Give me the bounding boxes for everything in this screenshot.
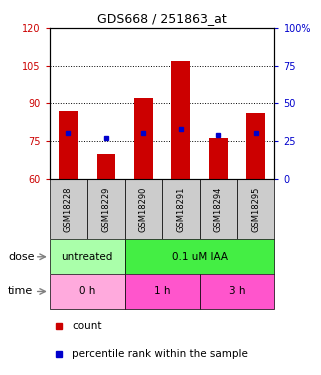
Text: GSM18295: GSM18295 (251, 186, 260, 232)
Text: GSM18229: GSM18229 (101, 186, 110, 232)
Text: dose: dose (8, 252, 35, 262)
Text: GSM18290: GSM18290 (139, 186, 148, 232)
Bar (50, 239, 125, 274)
Text: GSM18294: GSM18294 (214, 186, 223, 232)
Bar (50, 179, 87, 239)
Bar (237, 179, 274, 239)
Text: 3 h: 3 h (229, 286, 245, 297)
Bar (59, 111, 78, 179)
Bar (87, 179, 125, 239)
Bar (247, 113, 265, 179)
Bar (162, 179, 200, 239)
Text: 0 h: 0 h (79, 286, 95, 297)
Bar (209, 138, 228, 179)
Bar (125, 274, 200, 309)
Bar (134, 98, 153, 179)
Bar (97, 154, 115, 179)
Text: GSM18228: GSM18228 (64, 186, 73, 232)
Text: count: count (72, 321, 102, 331)
Bar (50, 274, 125, 309)
Bar (171, 60, 190, 179)
Bar (200, 274, 274, 309)
Bar (125, 179, 162, 239)
Text: 1 h: 1 h (154, 286, 170, 297)
Bar (200, 179, 237, 239)
Text: time: time (8, 286, 33, 297)
Text: untreated: untreated (62, 252, 113, 262)
Bar (125, 239, 274, 274)
Title: GDS668 / 251863_at: GDS668 / 251863_at (97, 12, 227, 25)
Text: 0.1 uM IAA: 0.1 uM IAA (171, 252, 228, 262)
Text: percentile rank within the sample: percentile rank within the sample (72, 349, 248, 359)
Text: GSM18291: GSM18291 (176, 186, 185, 232)
